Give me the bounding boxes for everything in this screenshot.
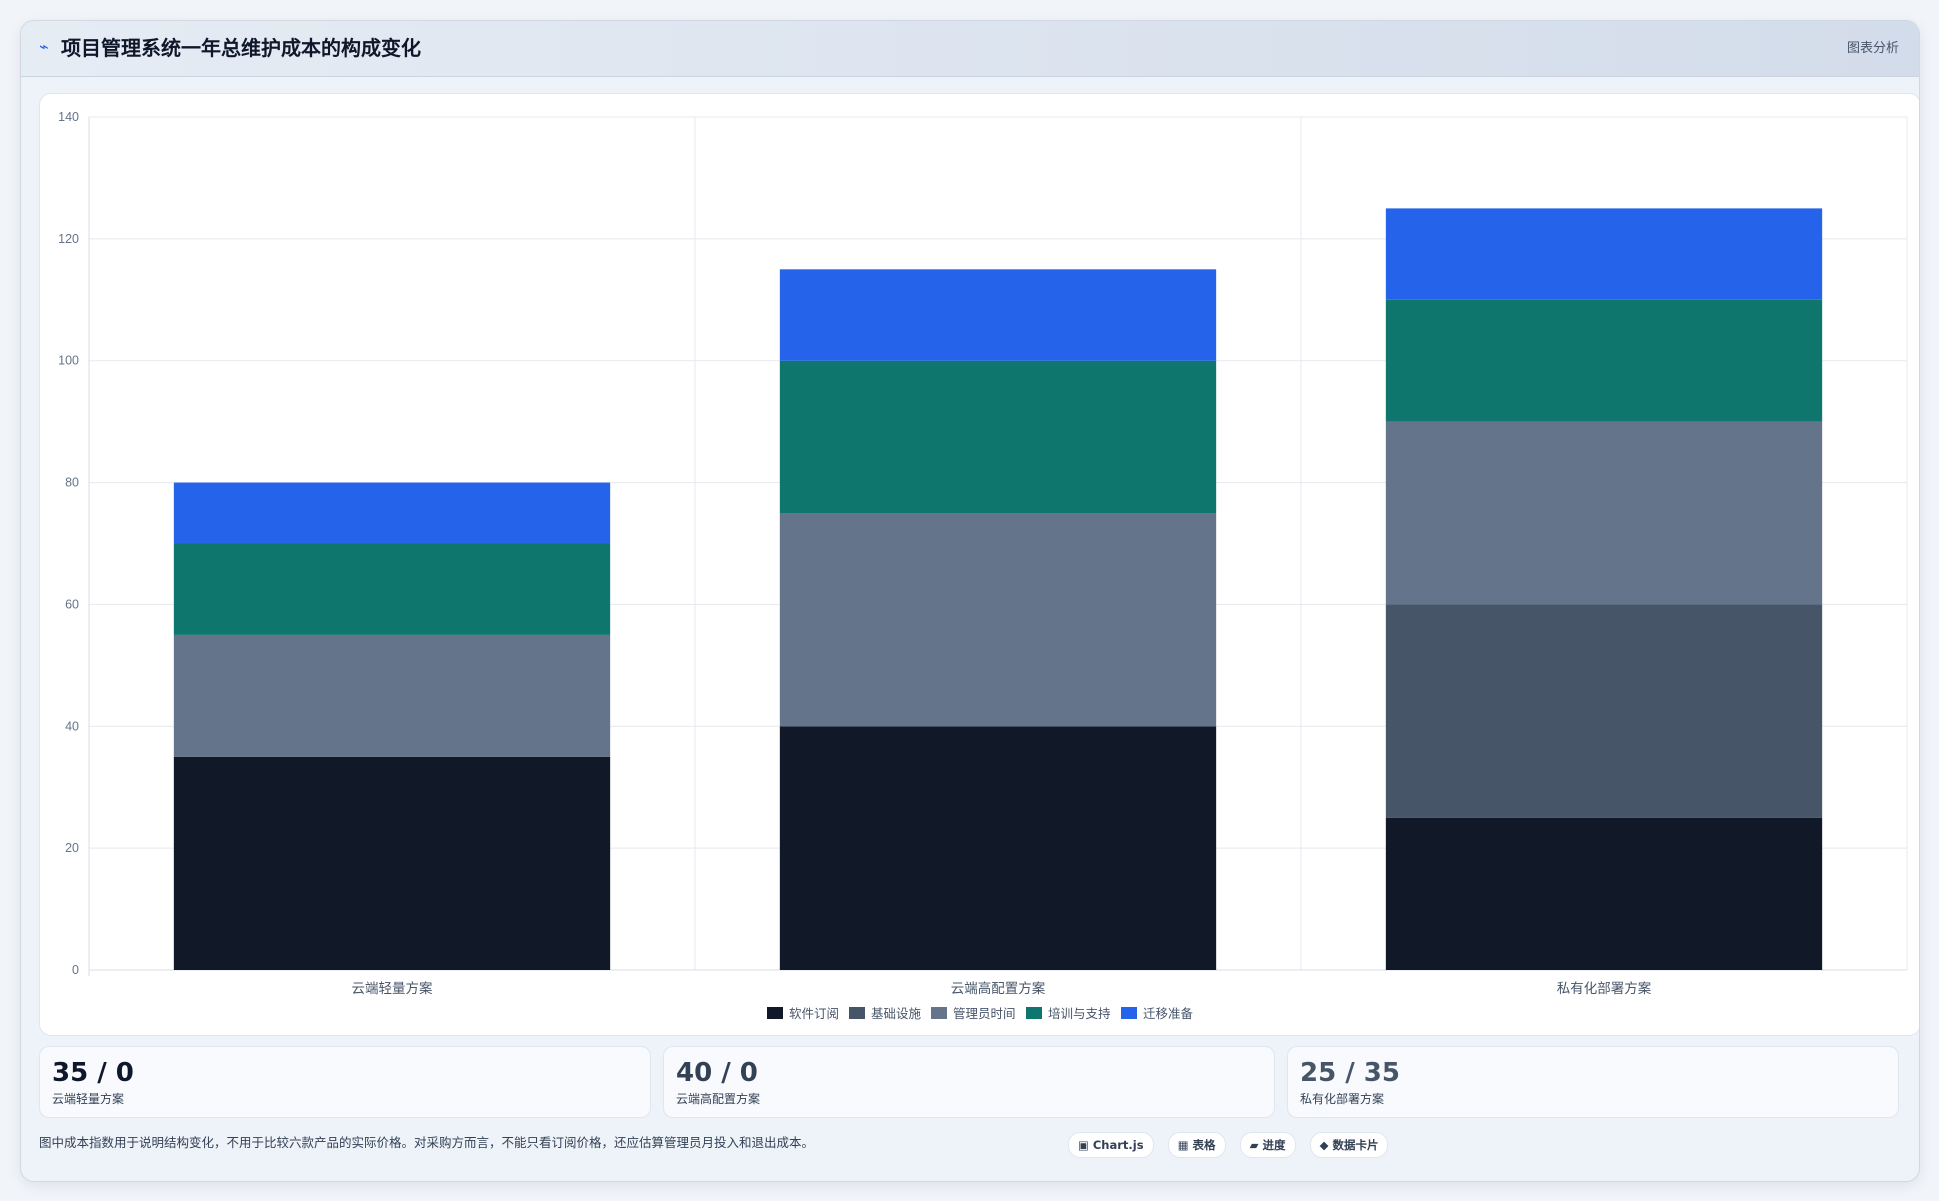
y-tick-label: 80 xyxy=(65,476,79,490)
x-tick-label: 私有化部署方案 xyxy=(1557,980,1652,996)
bar-segment xyxy=(1385,421,1823,605)
legend-swatch xyxy=(849,1007,865,1019)
chip-table[interactable]: ▦ 表格 xyxy=(1167,1132,1226,1158)
chart-panel: 0 20 40 60 80 100 120 140 云端轻量方案 云端高配置方案 私有化部署方案软件… xyxy=(39,93,1919,1036)
legend-label: 迁移准备 xyxy=(1143,1007,1194,1021)
card-header: ⌁ 项目管理系统一年总维护成本的构成变化 图表分析 xyxy=(21,21,1919,77)
chip-progress[interactable]: ▰ 进度 xyxy=(1239,1132,1296,1158)
stat-value: 35 / 0 xyxy=(52,1058,134,1088)
y-tick-label: 20 xyxy=(65,841,79,855)
stat-label: 云端高配置方案 xyxy=(676,1092,761,1106)
legend-swatch xyxy=(931,1007,947,1019)
x-tick-label: 云端高配置方案 xyxy=(951,980,1046,996)
bar-segment xyxy=(173,543,611,635)
footnote: 图中成本指数用于说明结构变化，不用于比较六款产品的实际价格。对采购方而言，不能只… xyxy=(39,1135,815,1150)
y-tick-label: 0 xyxy=(72,963,79,977)
chart-card: ⌁ 项目管理系统一年总维护成本的构成变化 图表分析 0 20 40 60 80 100 12… xyxy=(20,20,1920,1182)
chart-analysis-tag: 图表分析 xyxy=(1846,41,1899,56)
legend-swatch xyxy=(767,1007,783,1019)
y-tick-label: 100 xyxy=(58,354,79,368)
feature-chips: ▣ Chart.js ▦ 表格 ▰ 进度 ◆ 数据卡片 xyxy=(1068,1132,1397,1158)
page-title: 项目管理系统一年总维护成本的构成变化 xyxy=(61,36,421,60)
stat-card-private: 25 / 35 私有化部署方案 xyxy=(1287,1046,1899,1118)
stacked-bar-chart: 0 20 40 60 80 100 120 140 云端轻量方案 云端高配置方案 私有化部署方案软件… xyxy=(58,110,1908,1021)
bar-segment xyxy=(173,482,611,544)
chip-data-card[interactable]: ◆ 数据卡片 xyxy=(1309,1132,1389,1158)
stat-value: 25 / 35 xyxy=(1300,1058,1400,1088)
y-tick-label: 40 xyxy=(65,719,79,733)
bar-segment xyxy=(173,756,611,970)
legend-label: 培训与支持 xyxy=(1048,1006,1111,1021)
bar-segment xyxy=(1385,208,1823,300)
stat-card-cloud-light: 35 / 0 云端轻量方案 xyxy=(39,1046,651,1118)
legend-label: 软件订阅 xyxy=(789,1007,839,1021)
legend-label: 管理员时间 xyxy=(953,1006,1016,1021)
bar-segment xyxy=(1385,604,1823,818)
bar-segment xyxy=(779,513,1217,727)
bar-segment xyxy=(779,360,1217,514)
legend-swatch xyxy=(1121,1007,1137,1019)
legend-swatch xyxy=(1026,1007,1042,1019)
stat-value: 40 / 0 xyxy=(676,1058,758,1088)
stat-label: 私有化部署方案 xyxy=(1300,1092,1385,1106)
chip-chartjs[interactable]: ▣ Chart.js xyxy=(1068,1132,1154,1158)
stat-card-cloud-high: 40 / 0 云端高配置方案 xyxy=(663,1046,1275,1118)
stat-label: 云端轻量方案 xyxy=(52,1092,125,1106)
chart-icon: ⌁ xyxy=(39,37,49,56)
stat-cards: 35 / 0 云端轻量方案 40 / 0 云端高配置方案 25 / 35 私有化… xyxy=(39,1046,1919,1118)
bar-segment xyxy=(173,634,611,757)
bar-segment xyxy=(1385,299,1823,422)
legend-label: 基础设施 xyxy=(871,1006,922,1021)
bar-segment xyxy=(779,269,1217,361)
bar-segment xyxy=(1385,817,1823,970)
x-tick-label: 云端轻量方案 xyxy=(352,980,433,996)
y-tick-label: 140 xyxy=(58,110,79,124)
y-tick-label: 120 xyxy=(58,232,79,246)
bar-segment xyxy=(779,726,1217,970)
y-tick-label: 60 xyxy=(65,597,79,611)
